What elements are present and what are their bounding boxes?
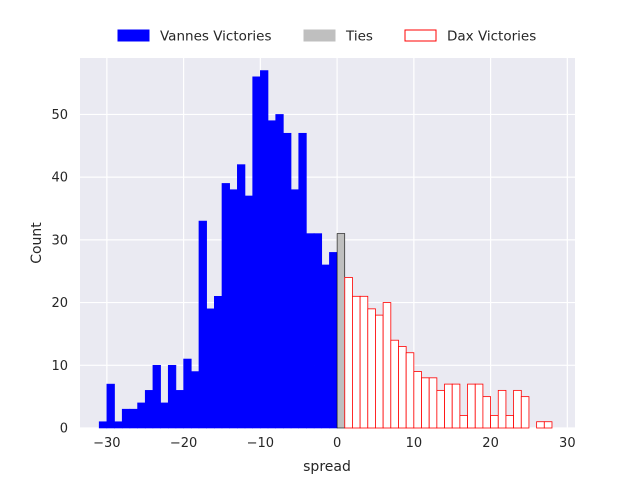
dax-victories-bar	[474, 383, 484, 429]
vannes-victories-bar	[290, 189, 300, 429]
dax-victories-bar	[482, 396, 491, 429]
y-axis-ticks: 0 10 20 30 40 50	[51, 108, 68, 437]
vannes-victories-bar	[114, 421, 123, 429]
dax-victories-bar	[405, 352, 415, 429]
vannes-victories-bar	[329, 252, 338, 429]
vannes-victories-bar	[175, 390, 184, 429]
y-tick-label: 20	[51, 296, 68, 311]
dax-victories-bar	[382, 302, 392, 429]
legend-label-dax-victories: Dax Victories	[447, 29, 536, 45]
vannes-victories-bar	[190, 371, 200, 429]
histogram-bars	[98, 70, 553, 429]
y-tick-label: 40	[51, 171, 68, 186]
y-tick-label: 30	[51, 233, 68, 248]
vannes-victories-bar	[229, 189, 238, 429]
vannes-victories-bar	[267, 120, 276, 429]
dax-victories-bar	[359, 295, 369, 429]
dax-victories-bar	[444, 383, 453, 429]
dax-victories-bar	[390, 339, 399, 429]
vannes-victories-bar	[144, 390, 154, 429]
y-tick-label: 0	[60, 422, 68, 437]
dax-victories-bar	[520, 396, 530, 429]
dax-victories-bar	[497, 389, 507, 429]
vannes-victories-bar	[313, 233, 323, 429]
x-axis-ticks: −30 −20 −10 0 10 20 30	[93, 436, 575, 451]
x-tick-label: 20	[482, 436, 499, 451]
legend-swatch-ties	[303, 29, 336, 42]
legend-label-ties: Ties	[345, 29, 373, 45]
vannes-victories-bar	[206, 308, 215, 429]
y-axis-label: Count	[29, 222, 45, 264]
x-tick-label: −20	[170, 436, 197, 451]
vannes-victories-bar	[137, 402, 146, 429]
vannes-victories-bar	[98, 421, 108, 429]
vannes-victories-bar	[167, 364, 177, 429]
vannes-victories-bar	[221, 183, 230, 429]
vannes-victories-bar	[237, 164, 246, 429]
vannes-victories-bar	[160, 402, 169, 429]
legend-swatch-vannes-victories	[117, 29, 150, 42]
vannes-victories-bar	[244, 195, 253, 429]
legend-swatch-dax-victories	[404, 29, 437, 42]
vannes-victories-bar	[214, 296, 223, 429]
dax-victories-bar	[413, 371, 422, 429]
dax-victories-bar	[451, 383, 461, 429]
vannes-victories-bar	[306, 233, 315, 429]
vannes-victories-bar	[321, 264, 330, 429]
x-tick-label: 10	[406, 436, 423, 451]
dax-victories-bar	[536, 421, 545, 429]
legend: Vannes Victories Ties Dax Victories	[117, 29, 536, 45]
legend-label-vannes-victories: Vannes Victories	[160, 29, 272, 45]
vannes-victories-bar	[252, 76, 261, 429]
dax-victories-bar	[543, 421, 553, 429]
dax-victories-bar	[375, 314, 384, 429]
vannes-victories-bar	[283, 132, 292, 429]
x-tick-label: −10	[247, 436, 274, 451]
dax-victories-bar	[398, 346, 407, 429]
dax-victories-bar	[344, 277, 353, 429]
dax-victories-bar	[467, 383, 476, 429]
vannes-victories-bar	[121, 408, 131, 429]
dax-victories-bar	[367, 308, 376, 429]
dax-victories-bar	[428, 377, 438, 429]
vannes-victories-bar	[298, 132, 307, 429]
dax-victories-bar	[490, 415, 499, 429]
dax-victories-bar	[513, 389, 522, 429]
ties-bar	[336, 233, 346, 429]
dax-victories-bar	[421, 377, 430, 429]
x-axis-label: spread	[303, 459, 351, 475]
vannes-victories-bar	[275, 114, 284, 429]
dax-victories-bar	[436, 389, 445, 429]
x-tick-label: −30	[93, 436, 120, 451]
x-tick-label: 30	[559, 436, 576, 451]
x-tick-label: 0	[333, 436, 341, 451]
vannes-victories-bar	[129, 408, 138, 429]
vannes-victories-bar	[260, 70, 269, 429]
dax-victories-bar	[505, 415, 515, 429]
vannes-victories-bar	[152, 364, 161, 429]
dax-victories-bar	[459, 415, 468, 429]
y-tick-label: 10	[51, 359, 68, 374]
vannes-victories-bar	[198, 220, 207, 429]
y-tick-label: 50	[51, 108, 68, 123]
vannes-victories-bar	[106, 383, 115, 429]
dax-victories-bar	[352, 295, 361, 429]
vannes-victories-bar	[183, 358, 192, 429]
